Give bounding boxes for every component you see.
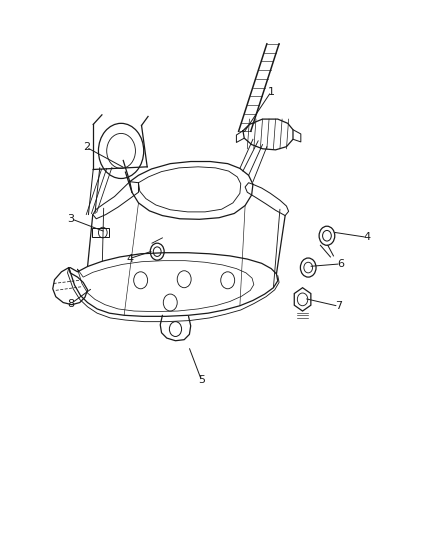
Text: 4: 4 (364, 232, 371, 243)
Text: 7: 7 (335, 301, 342, 311)
Text: 3: 3 (67, 214, 74, 224)
Text: 4: 4 (126, 254, 133, 263)
Text: 8: 8 (67, 298, 74, 309)
Text: 1: 1 (268, 86, 275, 96)
Text: 5: 5 (198, 375, 205, 385)
Text: 6: 6 (337, 259, 344, 269)
Text: 2: 2 (83, 142, 90, 152)
